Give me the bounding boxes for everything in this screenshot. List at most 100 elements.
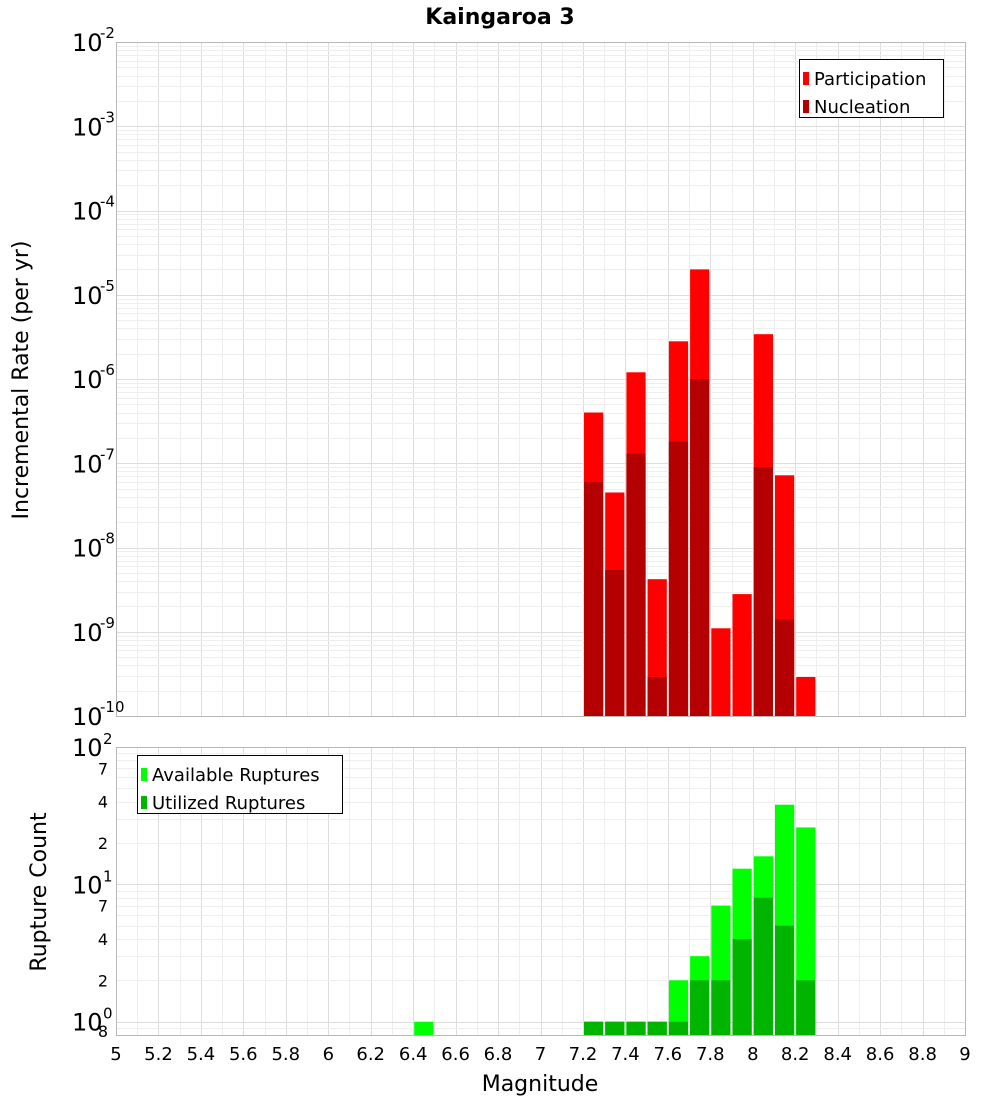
bottom-y-axis-title: Rupture Count	[27, 812, 52, 972]
x-tick-label: 6.8	[484, 1044, 513, 1065]
top-y-tick-exp: -5	[100, 277, 115, 295]
top-y-tick-exp: -7	[100, 445, 115, 463]
top-bar-participation	[796, 677, 816, 716]
top-y-tick-base: 10	[72, 535, 103, 563]
top-y-tick-label: 10-6	[72, 361, 115, 394]
bottom-y-major-label: 10 1	[72, 867, 113, 899]
x-tick-label: 7.6	[653, 1044, 682, 1065]
top-y-tick-exp: -2	[100, 24, 115, 42]
bottom-y-tick-base: 10	[72, 1009, 103, 1037]
x-tick-label: 8.8	[908, 1044, 937, 1065]
bottom-legend: Available Ruptures Utilized Ruptures	[137, 755, 343, 814]
bottom-y-minor-label: 2	[98, 971, 108, 990]
top-y-tick-base: 10	[72, 282, 103, 310]
x-tick-label: 8	[747, 1044, 758, 1065]
top-bar-nucleation	[668, 441, 689, 716]
bottom-y-minor-label: 2	[98, 834, 108, 853]
x-tick-label: 7.4	[611, 1044, 640, 1065]
top-y-tick-label: 10-5	[72, 277, 115, 310]
bottom-legend-swatch	[141, 768, 147, 781]
top-y-axis-title: Incremental Rate (per yr)	[9, 241, 34, 520]
top-bar-nucleation	[647, 677, 667, 716]
top-bar-nucleation	[775, 619, 795, 716]
top-y-tick-label: 10-4	[72, 193, 115, 226]
top-bar-nucleation	[584, 481, 604, 716]
bottom-bars	[414, 804, 816, 1035]
bottom-y-minor-label: 4	[98, 930, 108, 949]
top-y-tick-exp: -9	[100, 614, 115, 632]
top-y-tick-label: 10-3	[72, 108, 115, 141]
top-bars	[584, 269, 816, 716]
x-tick-label: 5.6	[229, 1044, 258, 1065]
x-tick-label: 6.2	[356, 1044, 385, 1065]
top-y-tick-base: 10	[72, 113, 103, 141]
bottom-bar-utilized-ruptures	[796, 980, 816, 1035]
top-y-tick-label: 10-2	[72, 24, 115, 57]
x-tick-label: 6.6	[441, 1044, 470, 1065]
bottom-bar-utilized-ruptures	[753, 897, 773, 1035]
top-y-tick-base: 10	[72, 619, 103, 647]
top-bar-nucleation	[626, 453, 646, 716]
top-y-tick-label: 10-7	[72, 445, 115, 478]
top-y-tick-exp: -8	[100, 530, 115, 548]
bottom-bar-available-ruptures	[414, 1021, 434, 1035]
top-y-tick-base: 10	[72, 703, 103, 731]
x-tick-label: 6	[323, 1044, 334, 1065]
bottom-bar-utilized-ruptures	[775, 925, 795, 1035]
top-bar-nucleation	[690, 379, 710, 716]
bottom-y-minor-label: 8	[98, 1022, 108, 1041]
top-legend-label: Participation	[814, 69, 926, 90]
bottom-y-major-label: 10 2	[72, 730, 113, 762]
top-y-tick-base: 10	[72, 366, 103, 394]
x-tick-label: 5.4	[187, 1044, 216, 1065]
top-legend-box	[799, 59, 944, 118]
x-tick-label: 5	[110, 1044, 121, 1065]
bottom-y-tick-base: 10	[72, 871, 103, 899]
x-tick-label: 5.8	[271, 1044, 300, 1065]
x-tick-label: 6.4	[399, 1044, 428, 1065]
top-y-tick-label: 10-9	[72, 614, 115, 647]
top-bar-participation	[711, 628, 731, 716]
bottom-bar-utilized-ruptures	[647, 1021, 667, 1035]
top-bar-nucleation	[605, 570, 625, 716]
bottom-y-tick-exp: 2	[103, 730, 113, 748]
top-bar-participation	[732, 594, 752, 716]
bottom-y-tick-exp: 0	[103, 1005, 113, 1023]
bottom-bar-utilized-ruptures	[732, 939, 752, 1035]
top-plot-frame	[116, 42, 966, 717]
x-tick-label: 5.2	[144, 1044, 173, 1065]
bottom-y-major-label: 10 0	[72, 1005, 113, 1037]
x-tick-label: 8.4	[823, 1044, 852, 1065]
bottom-legend-swatch	[141, 796, 147, 809]
top-y-tick-exp: -3	[100, 108, 115, 126]
top-y-tick-label: 10-8	[72, 530, 115, 563]
top-legend-label: Nucleation	[814, 97, 910, 118]
top-y-tick-base: 10	[72, 29, 103, 57]
x-tick-label: 9	[959, 1044, 970, 1065]
top-y-tick-exp: -6	[100, 361, 115, 379]
x-tick-label: 8.2	[781, 1044, 810, 1065]
top-y-tick-base: 10	[72, 198, 103, 226]
bottom-bar-utilized-ruptures	[690, 980, 710, 1035]
bottom-y-minor-label: 7	[98, 897, 108, 916]
x-tick-label: 7.2	[569, 1044, 598, 1065]
bottom-plot-frame	[116, 747, 966, 1036]
bottom-legend-box	[137, 755, 343, 814]
top-y-tick-exp: -10	[100, 698, 125, 716]
x-tick-label: 7.8	[696, 1044, 725, 1065]
top-y-tick-exp: -4	[100, 193, 115, 211]
bottom-legend-label: Available Ruptures	[152, 765, 320, 786]
bottom-bar-utilized-ruptures	[584, 1021, 604, 1035]
bottom-y-minor-label: 4	[98, 793, 108, 812]
bottom-legend-label: Utilized Ruptures	[152, 793, 305, 814]
bottom-bar-utilized-ruptures	[668, 1021, 689, 1035]
top-y-tick-base: 10	[72, 450, 103, 478]
bottom-bar-utilized-ruptures	[711, 980, 731, 1035]
bottom-y-minor-label: 7	[98, 759, 108, 778]
bottom-bar-utilized-ruptures	[605, 1021, 625, 1035]
x-axis-title: Magnitude	[482, 1072, 599, 1097]
bottom-bar-available-ruptures	[668, 980, 689, 1035]
top-grid	[116, 42, 966, 717]
